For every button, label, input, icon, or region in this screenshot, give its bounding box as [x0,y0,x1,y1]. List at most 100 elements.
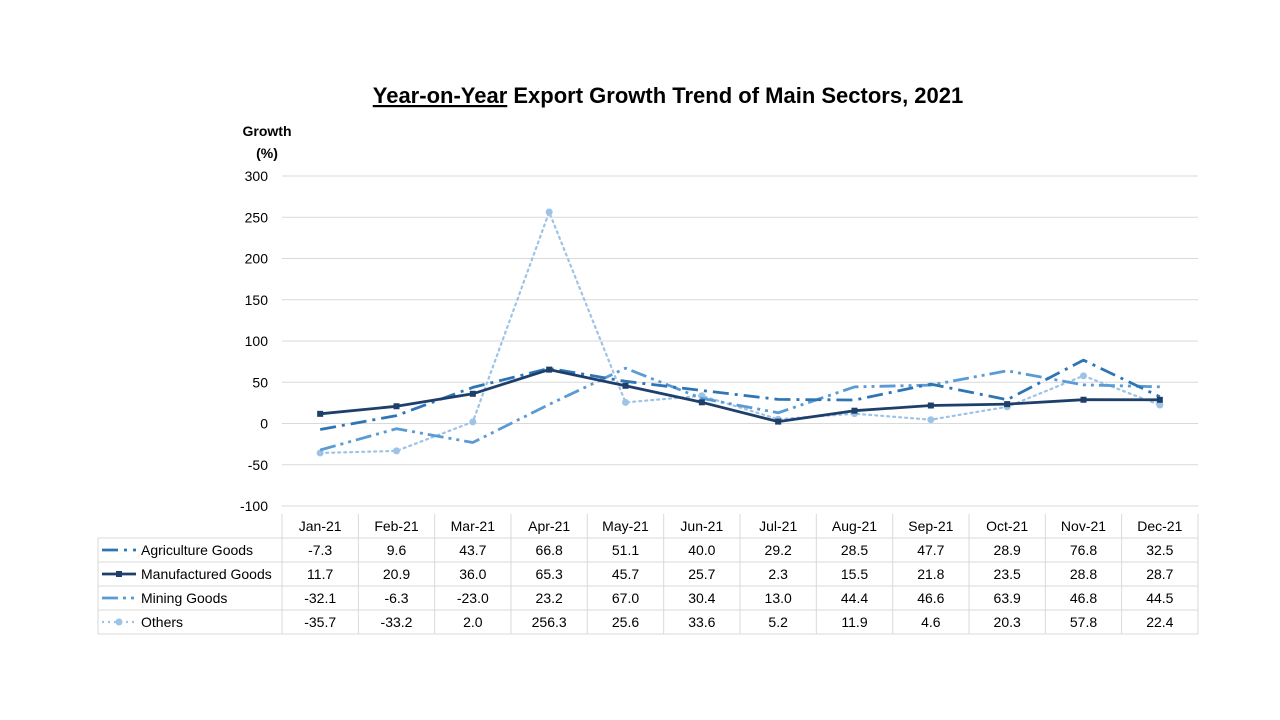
table-cell-value: 40.0 [688,542,715,558]
table-cell-value: 65.3 [536,566,563,582]
table-cell-value: 28.7 [1146,566,1173,582]
table-cell-value: -23.0 [457,590,489,606]
table-cell-value: 45.7 [612,566,639,582]
table-cell-value: 67.0 [612,590,639,606]
table-cell-value: 23.5 [994,566,1021,582]
table-cell-value: -7.3 [308,542,332,558]
series-line [319,358,1161,431]
data-point [1156,396,1163,403]
table-cell-value: 46.8 [1070,590,1097,606]
x-tick-label: Sep-21 [908,518,953,534]
table-cell-value: 66.8 [536,542,563,558]
y-tick-label: 300 [245,168,269,184]
chart-title-underlined: Year-on-Year [373,83,508,108]
data-point [1080,396,1087,403]
legend-label: Agriculture Goods [141,542,253,558]
data-point [851,407,858,414]
data-table: Jan-21 Feb-21 Mar-21 Apr-21 May-21 Jun-21 Jul-… [97,514,1199,635]
table-cell-value: -33.2 [381,614,413,630]
series-line [319,211,1161,455]
x-tick-label: Nov-21 [1061,518,1106,534]
y-tick-label: 150 [245,292,269,308]
table-cell-value: 36.0 [459,566,486,582]
data-point [622,398,629,406]
table-cell-value: 32.5 [1146,542,1173,558]
x-tick-label: Aug-21 [832,518,877,534]
data-point [469,418,477,426]
table-cell-value: 46.6 [917,590,944,606]
table-cell-value: 9.6 [387,542,407,558]
y-tick-label: -50 [248,457,268,473]
table-cell-value: 28.5 [841,542,868,558]
table-cell-value: -32.1 [304,590,336,606]
table-cell-value: 256.3 [532,614,567,630]
chart-title-rest: Export Growth Trend of Main Sectors, 202… [507,83,963,108]
data-point [698,399,705,406]
y-axis-title-line2: (%) [256,145,278,161]
table-cell-value: 21.8 [917,566,944,582]
y-tick-label: 200 [245,251,269,267]
legend-key-marker [116,571,122,577]
data-point [546,366,553,373]
table-cell-value: 4.6 [921,614,941,630]
x-tick-label: Mar-21 [451,518,496,534]
data-point [393,403,400,410]
x-tick-label: Apr-21 [528,518,570,534]
y-tick-label: 100 [245,333,269,349]
table-cell-value: 76.8 [1070,542,1097,558]
table-cell-value: 20.9 [383,566,410,582]
table-cell-value: 5.2 [768,614,788,630]
data-point [317,410,324,417]
series-line [319,366,1160,452]
data-point [469,390,476,397]
data-point [775,418,782,425]
table-cell-value: 57.8 [1070,614,1097,630]
table-cell-value: 47.7 [917,542,944,558]
table-cell-value: -35.7 [304,614,336,630]
data-point [316,449,324,457]
legend-label: Mining Goods [141,590,227,606]
y-tick-label: 250 [245,209,269,225]
table-cell-value: -6.3 [384,590,408,606]
data-point [1004,401,1011,408]
table-cell-value: 25.7 [688,566,715,582]
data-point [927,402,934,409]
table-cell-value: 15.5 [841,566,868,582]
y-tick-label: -100 [240,498,268,514]
x-tick-label: May-21 [602,518,649,534]
table-cell-value: 43.7 [459,542,486,558]
data-point [545,208,553,216]
x-tick-label: Dec-21 [1137,518,1182,534]
y-axis-ticks: -100 -50 0 50 100 150 200 250 300 [240,168,268,514]
table-cell-value: 23.2 [536,590,563,606]
table-cell-value: 51.1 [612,542,639,558]
x-tick-label: Oct-21 [986,518,1028,534]
x-tick-label: Jul-21 [759,518,797,534]
table-cell-value: 33.6 [688,614,715,630]
y-axis-title-line1: Growth [243,123,292,139]
y-tick-label: 50 [252,374,268,390]
data-point [927,416,935,424]
legend-label: Others [141,614,183,630]
table-cell-value: 11.7 [307,566,333,582]
table-cell-value: 20.3 [994,614,1021,630]
legend-key-marker [115,618,123,626]
table-cell-value: 2.3 [768,566,788,582]
table-cell-value: 22.4 [1146,614,1173,630]
legend-label: Manufactured Goods [141,566,272,582]
series-lines [316,208,1164,457]
data-point [393,447,400,455]
table-cell-value: 63.9 [994,590,1021,606]
x-tick-label: Jan-21 [299,518,342,534]
gridlines [282,175,1198,507]
table-cell-value: 29.2 [765,542,792,558]
table-cell-value: 44.4 [841,590,868,606]
series-line [320,368,1160,424]
x-tick-label: Feb-21 [374,518,419,534]
data-point [1156,401,1164,409]
table-cell-value: 25.6 [612,614,639,630]
data-point [622,382,629,389]
table-cell-value: 2.0 [463,614,483,630]
table-cell-value: 28.9 [994,542,1021,558]
